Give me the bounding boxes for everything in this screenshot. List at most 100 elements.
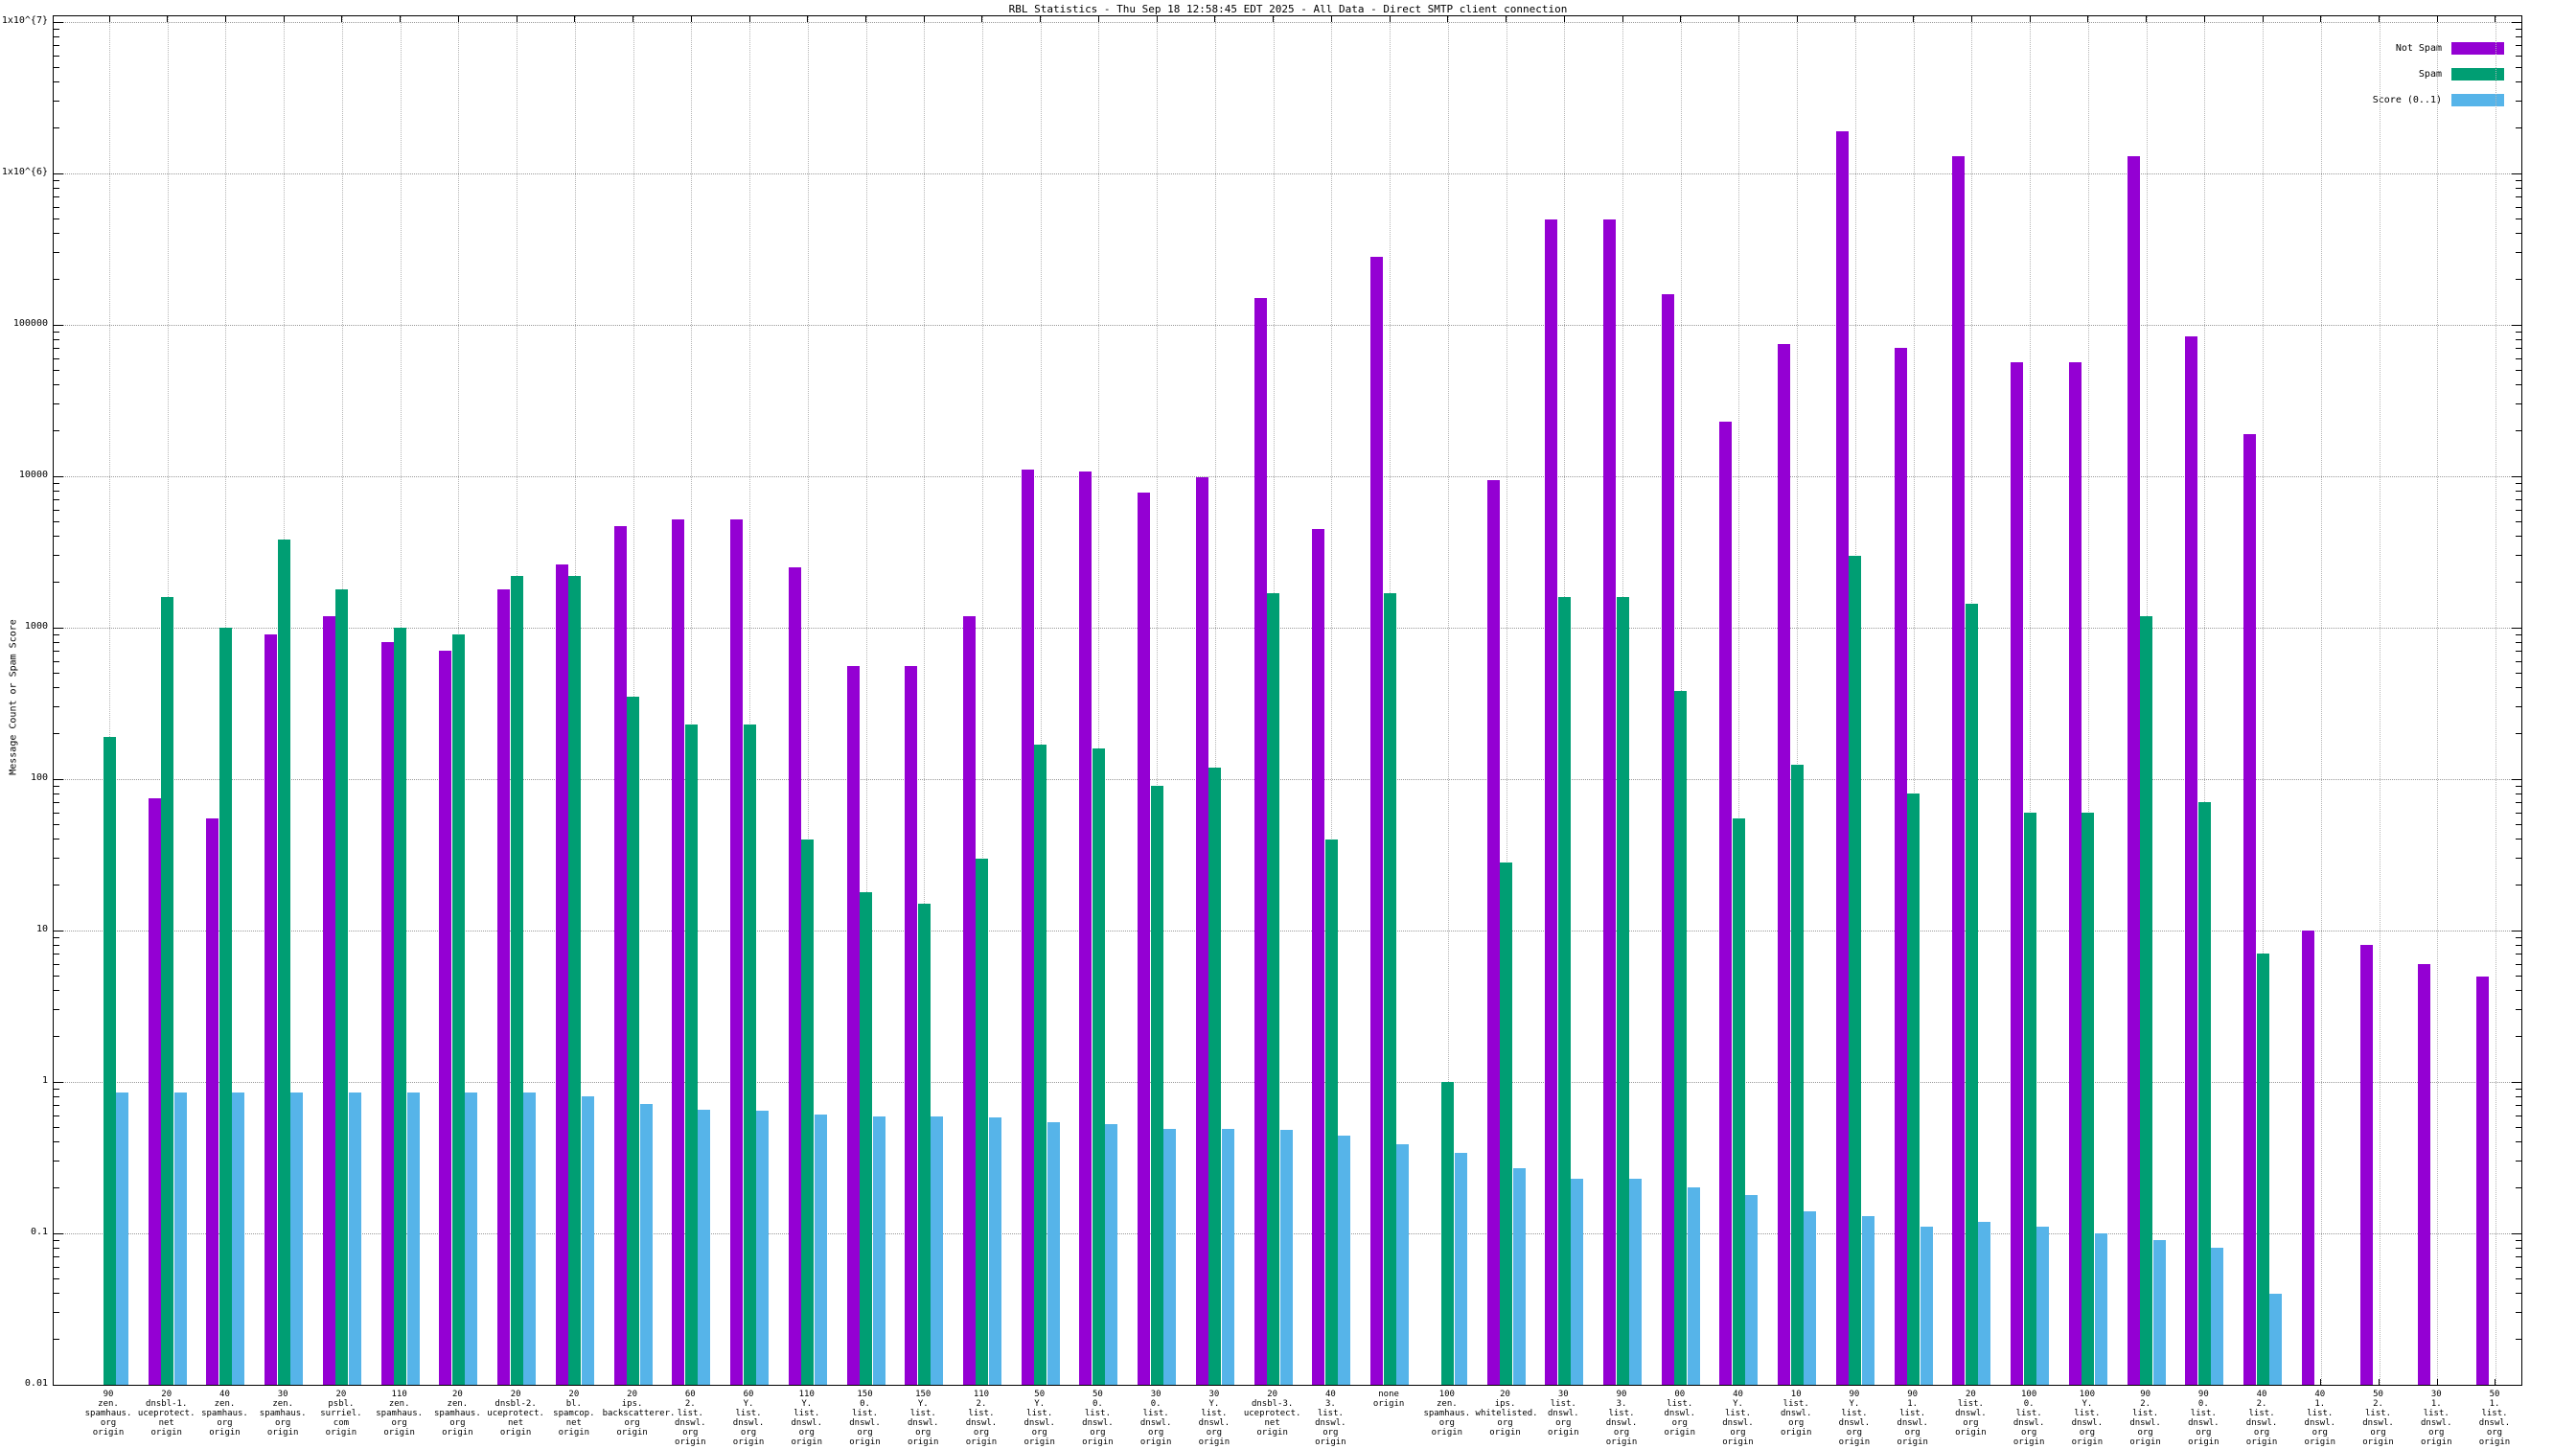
bar-spam xyxy=(1849,555,1862,1385)
x-tick-label-line: org xyxy=(915,1428,932,1438)
bar-spam xyxy=(917,904,931,1385)
x-tick-label-line: dnswl. xyxy=(1664,1409,1695,1418)
x-top-tick xyxy=(341,16,343,22)
x-tick-label-line: origin xyxy=(209,1428,241,1438)
bar-spam xyxy=(218,628,232,1385)
y-tick-label: 1 xyxy=(41,1075,48,1086)
y-minor-tick xyxy=(54,936,59,938)
x-top-tick xyxy=(2146,16,2148,22)
bar-score xyxy=(931,1116,944,1385)
bar-score xyxy=(173,1092,187,1385)
x-tick-label-line: surriel. xyxy=(320,1409,362,1418)
y-minor-tick xyxy=(2516,673,2521,675)
y-minor-tick xyxy=(2516,126,2521,128)
y-gridline xyxy=(54,1082,2521,1083)
y-minor-tick xyxy=(54,35,59,37)
y-minor-tick xyxy=(2516,331,2521,333)
y-minor-tick xyxy=(54,1141,59,1143)
x-tick-label: 100 Y. list. dnswl. org origin xyxy=(2058,1390,2117,1447)
y-major-tick xyxy=(2512,172,2521,174)
x-tick-label-line: dnswl. xyxy=(2188,1418,2220,1428)
x-tick-label-line: 110 xyxy=(973,1390,990,1399)
x-tick-label-line: dnswl. xyxy=(2071,1418,2104,1428)
y-tick-label: 100000 xyxy=(12,318,48,329)
x-tick-label-line: Y. xyxy=(801,1399,813,1409)
x-tick-label-line: org xyxy=(2079,1428,2095,1438)
x-tick-label-line: bl. xyxy=(565,1399,582,1409)
x-tick-label-line: org xyxy=(2486,1428,2503,1438)
y-minor-tick xyxy=(2516,976,2521,978)
x-tick-label-line: 50 xyxy=(1092,1390,1103,1399)
bar-not-spam xyxy=(613,525,627,1385)
y-major-tick xyxy=(54,324,63,326)
y-minor-tick xyxy=(54,1161,59,1162)
y-minor-tick xyxy=(54,196,59,197)
bar-score xyxy=(814,1114,827,1385)
x-tick-label: 50 0. list. dnswl. org origin xyxy=(1068,1390,1127,1447)
bar-spam xyxy=(1267,592,1280,1385)
y-major-tick xyxy=(54,1081,63,1083)
bar-spam xyxy=(976,858,989,1385)
x-tick-label: 30 1. list. dnswl. org origin xyxy=(2406,1390,2466,1447)
x-tick-label-line: zen. xyxy=(98,1399,119,1409)
y-minor-tick xyxy=(54,1104,59,1106)
y-tick-label: 1000 xyxy=(24,621,48,632)
x-tick-label-line: origin xyxy=(1897,1438,1928,1447)
x-top-tick xyxy=(283,16,285,22)
y-minor-tick xyxy=(2516,196,2521,197)
x-tick-label-line: org xyxy=(2021,1428,2037,1438)
x-tick-label-line: dnswl. xyxy=(1198,1418,1230,1428)
y-minor-tick xyxy=(2516,650,2521,652)
y-major-tick xyxy=(54,627,63,629)
bar-score xyxy=(1571,1178,1584,1385)
bar-spam xyxy=(103,736,116,1385)
x-tick-label-line: dnswl. xyxy=(849,1418,881,1428)
x-tick-label-line: list. xyxy=(851,1409,879,1418)
x-tick-label-line: origin xyxy=(558,1428,590,1438)
x-tick-label-line: list. xyxy=(794,1409,820,1418)
x-tick-label-line: zen. xyxy=(388,1399,410,1409)
x-tick-label-line: origin xyxy=(2012,1438,2045,1447)
x-tick-label-line: dnswl. xyxy=(1082,1418,1114,1428)
x-tick-label-line: org xyxy=(624,1418,640,1428)
bar-not-spam xyxy=(264,634,278,1385)
x-tick-label-line: zen. xyxy=(1436,1399,1458,1409)
bar-not-spam xyxy=(2068,361,2082,1385)
x-tick-label-line: 110 xyxy=(798,1390,815,1399)
x-tick-label-line: Y. xyxy=(2082,1399,2093,1409)
y-minor-tick xyxy=(54,801,59,803)
y-minor-tick xyxy=(54,1338,59,1340)
y-minor-tick xyxy=(2516,839,2521,840)
x-tick-label: 110 2. list. dnswl. org origin xyxy=(952,1390,1011,1447)
y-minor-tick xyxy=(2516,1127,2521,1129)
x-tick-label: 20 dnsbl-3. uceprotect. net origin xyxy=(1243,1390,1302,1438)
y-minor-tick xyxy=(2516,581,2521,583)
x-gridline xyxy=(2437,16,2439,1385)
x-tick-label-line: org xyxy=(740,1428,757,1438)
y-minor-tick xyxy=(54,963,59,965)
x-top-tick xyxy=(1156,16,1158,22)
bar-score xyxy=(1629,1178,1643,1385)
bar-score xyxy=(1221,1128,1234,1385)
bar-spam xyxy=(627,697,640,1385)
x-tick-label-line: origin xyxy=(1256,1428,1288,1438)
x-tick-label-line: 2. xyxy=(2140,1399,2151,1409)
y-minor-tick xyxy=(2516,706,2521,708)
x-top-tick xyxy=(2379,16,2380,22)
y-major-tick xyxy=(2512,1081,2521,1083)
x-tick-label-line: origin xyxy=(2188,1438,2220,1447)
x-tick-label-line: list. xyxy=(1724,1409,1752,1418)
bar-score xyxy=(698,1109,711,1385)
x-gridline xyxy=(1447,16,1449,1385)
bar-spam xyxy=(1965,603,1978,1385)
x-tick-label-line: org xyxy=(391,1418,407,1428)
x-tick-label-line: list. xyxy=(1084,1409,1111,1418)
x-tick-label-line: 60 xyxy=(743,1390,754,1399)
x-tick-label: 110 zen. spamhaus. org origin xyxy=(370,1390,429,1438)
x-tick-label-line: org xyxy=(1497,1418,1513,1428)
x-gridline xyxy=(807,16,809,1385)
x-tick-label-line: list. xyxy=(909,1409,936,1418)
x-tick-label-line: org xyxy=(2370,1428,2386,1438)
bar-spam xyxy=(1557,596,1571,1385)
